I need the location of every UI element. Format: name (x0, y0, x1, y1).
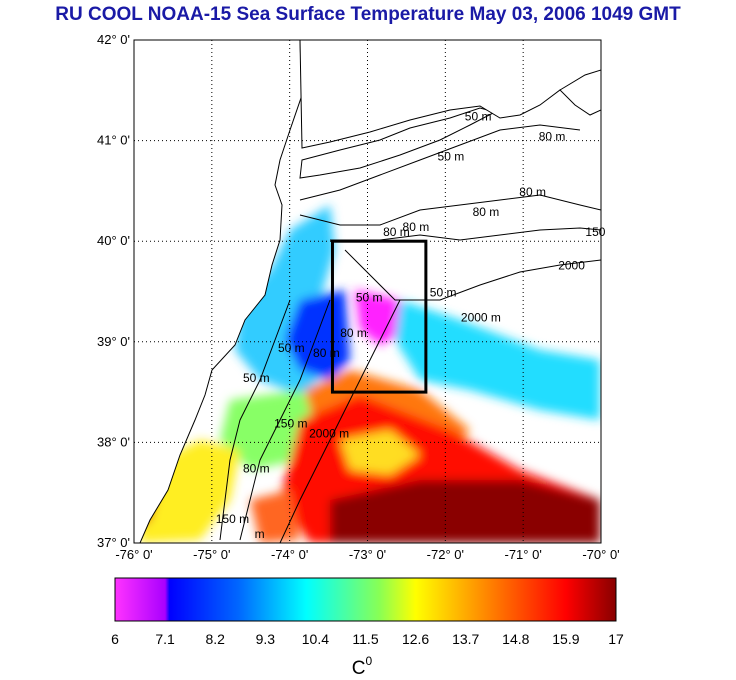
contour-label: 80 m (473, 205, 500, 219)
contour-label: 150 m (274, 416, 307, 430)
colorbar-tick-label: 9.3 (256, 631, 276, 647)
longitude-tick-label: -74° 0' (271, 547, 308, 562)
land-mainland (134, 40, 303, 543)
latitude-tick-label: 41° 0' (97, 133, 130, 148)
contour-label: 80 m (519, 185, 546, 199)
colorbar-tick-label: 17 (608, 631, 624, 647)
sst-field (134, 205, 600, 543)
contour-80m (299, 194, 601, 226)
longitude-tick-label: -71° 0' (505, 547, 542, 562)
map-title: RU COOL NOAA-15 Sea Surface Temperature … (55, 4, 681, 25)
colorbar-tick-label: 15.9 (552, 631, 579, 647)
contour-labels: 50 m50 m80 m80 m80 m80 m80 m15020002000 … (216, 109, 606, 540)
contour-label: 80 m (243, 462, 270, 476)
sst-patch-orange-south (250, 490, 300, 543)
colorbar-tick-labels: 6 7.1 8.2 9.3 10.4 11.5 12.6 13.7 14.8 15.9 17 (111, 631, 624, 647)
longitude-tick-label: -75° 0' (193, 547, 230, 562)
sst-patch-yellow-filament (340, 430, 420, 475)
contour-label: 80 m (383, 225, 410, 239)
contour-label: 2000 (558, 258, 585, 272)
sst-patch-gulf-stream (330, 480, 600, 543)
contour-50m (299, 124, 581, 201)
colorbar-tick-label: 10.4 (302, 631, 329, 647)
contour-label: 50 m (243, 371, 270, 385)
contour-label: 80 m (340, 326, 367, 340)
longitude-tick-label: -76° 0' (115, 547, 152, 562)
colorbar-tick-label: 14.8 (502, 631, 529, 647)
contour-label: 50 m (356, 291, 383, 305)
contour-shelf-south-50 (219, 299, 291, 541)
colorbar-tick-label: 8.2 (205, 631, 225, 647)
land-long-island (299, 107, 497, 179)
contour-label: 2000 m (461, 311, 501, 325)
longitude-tick-label: -73° 0' (349, 547, 386, 562)
contour-label: 2000 m (309, 426, 349, 440)
unit-base: C (352, 658, 366, 679)
study-area-box (330, 239, 428, 394)
contour-2000m (344, 249, 601, 301)
contour-label: 80 m (313, 346, 340, 360)
colorbar-unit-label: C0 (352, 654, 373, 679)
contour-label: 150 m (216, 512, 249, 526)
contour-label: 50 m (430, 286, 457, 300)
contour-label: 80 m (403, 220, 430, 234)
contour-label: m (255, 527, 265, 541)
colorbar-tick-label: 6 (111, 631, 119, 647)
colorbar (114, 577, 617, 622)
contour-shelf-south-80 (239, 299, 331, 541)
colorbar-tick-label: 7.1 (155, 631, 175, 647)
colorbar-tick-label: 13.7 (452, 631, 479, 647)
latitude-tick-labels: 42° 0' 41° 0' 40° 0' 39° 0' 38° 0' 37° 0' (97, 32, 130, 550)
longitude-tick-labels: -76° 0' -75° 0' -74° 0' -73° 0' -72° 0' -71° … (115, 547, 619, 562)
map-frame (133, 39, 602, 544)
unit-superscript: 0 (366, 654, 373, 668)
colorbar-tick-label: 12.6 (402, 631, 429, 647)
latitude-tick-label: 38° 0' (97, 434, 130, 449)
contour-label: 50 m (438, 150, 465, 164)
latitude-tick-label: 40° 0' (97, 233, 130, 248)
latitude-tick-label: 39° 0' (97, 334, 130, 349)
latitude-tick-label: 37° 0' (97, 535, 130, 550)
land-cape-cod (559, 69, 601, 116)
latitude-tick-label: 42° 0' (97, 32, 130, 47)
colorbar-tick-label: 11.5 (352, 631, 378, 647)
sst-patch-cyan-shelf-break (395, 300, 600, 420)
coastline (134, 40, 601, 543)
contour-label: 50 m (278, 341, 305, 355)
contour-label: 150 (585, 225, 605, 239)
contour-label: 80 m (539, 130, 566, 144)
longitude-tick-label: -70° 0' (582, 547, 619, 562)
contour-label: 50 m (465, 109, 492, 123)
bathymetry-contours (219, 124, 601, 543)
contour-150m (330, 227, 601, 241)
longitude-tick-label: -72° 0' (427, 547, 464, 562)
contour-shelf-south-2000 (279, 299, 401, 543)
